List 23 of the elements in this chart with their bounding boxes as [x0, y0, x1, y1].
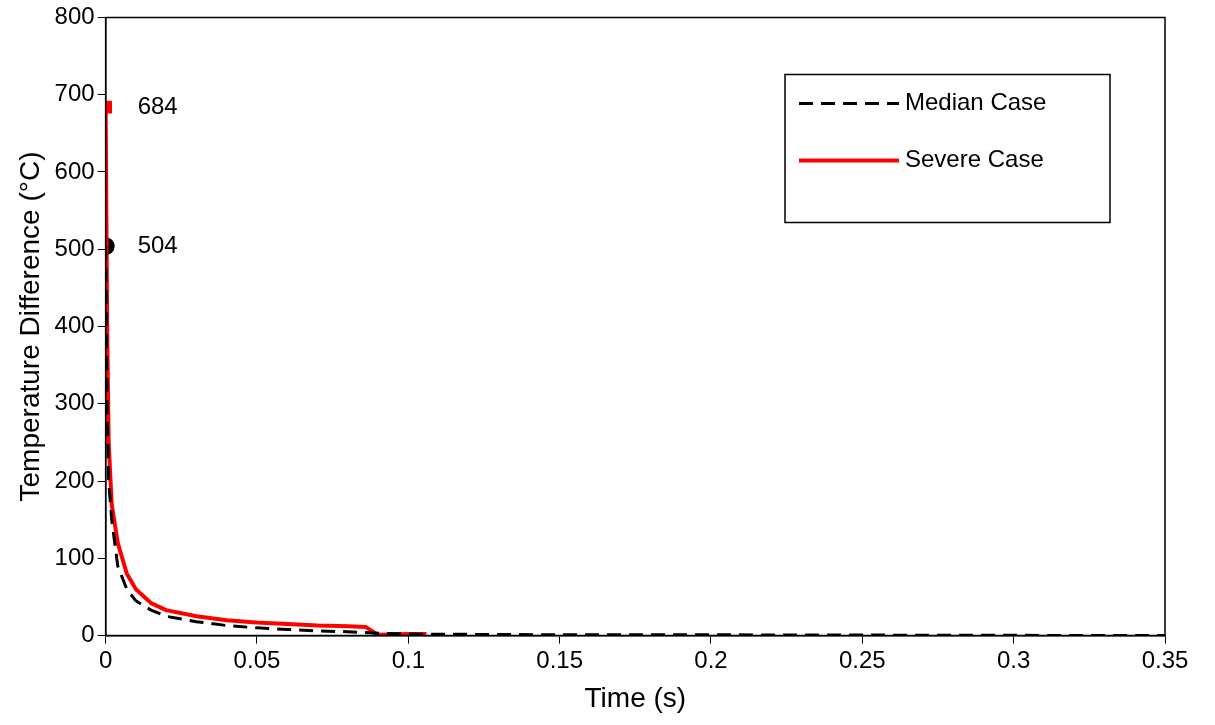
- y-tick-label: 300: [54, 388, 95, 416]
- x-tick-label: 0.25: [838, 645, 886, 673]
- y-tick-label: 0: [81, 620, 95, 648]
- y-tick-label: 500: [54, 233, 95, 261]
- x-tick-label: 0: [98, 645, 113, 673]
- y-tick-label: 200: [54, 465, 95, 493]
- x-tick-label: 0.15: [536, 645, 584, 673]
- y-tick-label: 400: [54, 311, 95, 339]
- x-tick-label: 0.3: [996, 645, 1031, 673]
- y-tick-label: 700: [54, 79, 95, 107]
- x-tick-label: 0.2: [694, 645, 728, 673]
- x-tick-label: 0.05: [233, 645, 281, 673]
- y-axis-title: Temperature Difference (°C): [13, 151, 45, 502]
- y-tick-label: 800: [54, 2, 95, 30]
- x-tick-label: 0.1: [391, 645, 425, 673]
- legend-label: Median Case: [905, 88, 1047, 116]
- x-tick-label: 0.35: [1141, 645, 1189, 673]
- x-axis-title: Time (s): [584, 681, 687, 713]
- y-tick-label: 600: [54, 156, 95, 184]
- legend-label: Severe Case: [905, 145, 1044, 173]
- y-tick-label: 100: [54, 542, 95, 570]
- annotation: 504: [137, 230, 178, 258]
- annotation: 684: [137, 91, 178, 119]
